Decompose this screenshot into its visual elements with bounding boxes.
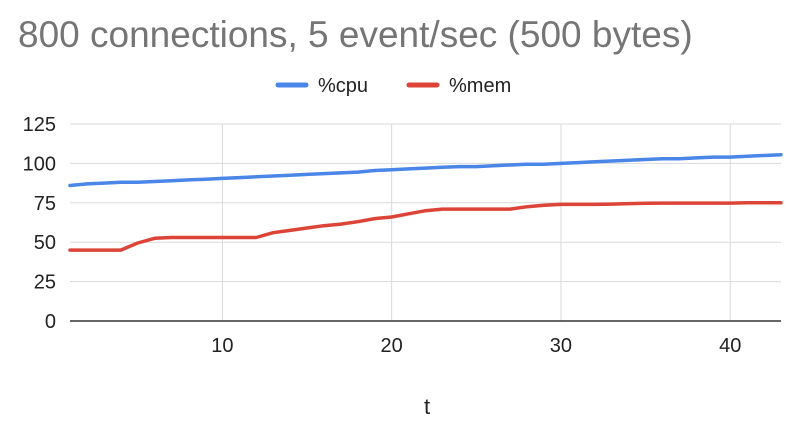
y-tick-label: 125 [23,114,56,136]
x-tick-label: 10 [211,335,233,357]
x-axis-label: t [424,394,430,419]
x-tick-label: 20 [381,335,403,357]
series-layer [68,152,783,252]
y-tick-label: 75 [34,193,56,215]
series-line-mem [68,201,783,252]
axes: 0 25 50 75 100 125 10 20 30 40 [23,114,781,357]
y-tick-label: 0 [45,311,56,333]
y-tick-label: 100 [23,153,56,175]
x-tick-label: 30 [550,335,572,357]
legend-label: %mem [449,75,511,97]
legend: %cpu %mem [275,75,511,97]
series-line-cpu [68,152,783,188]
chart-title: 800 connections, 5 event/sec (500 bytes) [18,14,693,55]
legend-label: %cpu [318,75,368,97]
y-tick-label: 25 [34,272,56,294]
x-tick-label: 40 [719,335,741,357]
grid [70,123,781,321]
y-tick-label: 50 [34,232,56,254]
